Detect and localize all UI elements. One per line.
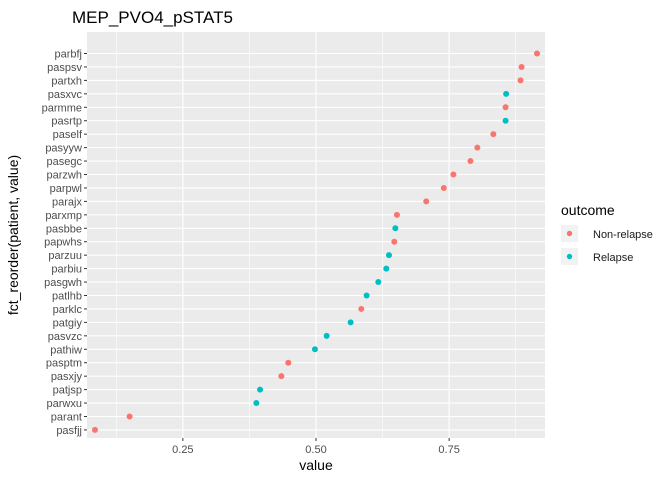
data-point-patgiy [347, 319, 354, 326]
y-tick-label: pathiw [50, 344, 82, 356]
y-tick-label: pasgwh [44, 277, 82, 289]
data-point-pasgwh [375, 279, 382, 286]
y-tick-label: pasegc [47, 156, 83, 168]
data-point-papwhs [391, 238, 398, 245]
data-point-pasrtp [502, 117, 509, 124]
x-axis-title: value [299, 457, 333, 473]
y-tick-label: parbiu [51, 264, 82, 276]
data-point-parajx [423, 198, 430, 205]
x-tick-label: 0.25 [172, 444, 193, 456]
y-tick-label: partxh [51, 75, 82, 87]
legend: outcome Non-relapse Relapse [561, 202, 653, 265]
data-point-parbfj [534, 50, 541, 57]
y-tick-label: patgiy [53, 317, 83, 329]
y-tick-label: pasyyw [45, 143, 82, 155]
data-point-patjsp [257, 386, 264, 393]
y-tick-label: parant [51, 411, 82, 423]
y-tick-label: parbfj [54, 49, 82, 61]
y-tick-label: pasxjy [51, 371, 83, 383]
data-point-pasxvc [503, 90, 510, 97]
data-point-parmme [502, 104, 509, 111]
chart-title: MEP_PVO4_pSTAT5 [72, 8, 233, 27]
y-tick-label: pasbbe [46, 223, 82, 235]
legend-label-non-relapse: Non-relapse [593, 229, 653, 241]
y-tick-label: parklc [53, 304, 83, 316]
data-point-pasfjj [91, 426, 98, 433]
data-point-patlhb [363, 292, 370, 299]
data-point-paspsv [518, 63, 525, 70]
data-point-partxh [517, 77, 524, 84]
data-point-pasegc [467, 158, 474, 165]
data-point-pasvzc [323, 332, 330, 339]
data-points [91, 50, 541, 433]
data-point-parzwh [450, 171, 457, 178]
y-tick-label: patlhb [52, 290, 82, 302]
x-tick-label: 0.75 [438, 444, 459, 456]
y-tick-label: parmme [42, 102, 82, 114]
x-tick-label: 0.50 [305, 444, 326, 456]
data-point-parant [126, 413, 133, 420]
y-tick-label: paself [53, 129, 83, 141]
legend-key-relapse [566, 253, 573, 260]
legend-key-non-relapse [566, 230, 573, 237]
data-point-parklc [358, 305, 365, 312]
y-tick-label: parwxu [47, 398, 82, 410]
y-axis-title: fct_reorder(patient, value) [5, 155, 21, 315]
data-point-pasxjy [278, 373, 285, 380]
data-point-pathiw [311, 346, 318, 353]
y-tick-label: pasfjj [56, 425, 82, 437]
y-tick-label: parzwh [47, 170, 82, 182]
data-point-parxmp [393, 211, 400, 218]
data-point-parbiu [383, 265, 390, 272]
data-point-pasptm [285, 359, 292, 366]
data-point-parwxu [253, 400, 260, 407]
legend-title: outcome [561, 202, 615, 218]
y-tick-label: pasrtp [51, 116, 82, 128]
data-point-pasyyw [474, 144, 481, 151]
legend-label-relapse: Relapse [593, 252, 633, 264]
y-tick-label: papwhs [44, 237, 82, 249]
y-tick-label: parpwl [50, 183, 82, 195]
y-tick-label: pasvzc [48, 331, 83, 343]
data-point-paself [490, 131, 497, 138]
y-tick-label: parajx [52, 196, 82, 208]
y-tick-label: pasptm [46, 358, 82, 370]
y-tick-label: pasxvc [48, 89, 83, 101]
y-tick-label: parxmp [45, 210, 82, 222]
y-tick-label: paspsv [47, 62, 82, 74]
y-tick-label: patjsp [53, 385, 82, 397]
data-point-pasbbe [392, 225, 399, 232]
y-tick-label: parzuu [48, 250, 82, 262]
data-point-parpwl [440, 184, 447, 191]
data-point-parzuu [385, 252, 392, 259]
x-axis-ticks: 0.25 0.50 0.75 [172, 438, 460, 456]
